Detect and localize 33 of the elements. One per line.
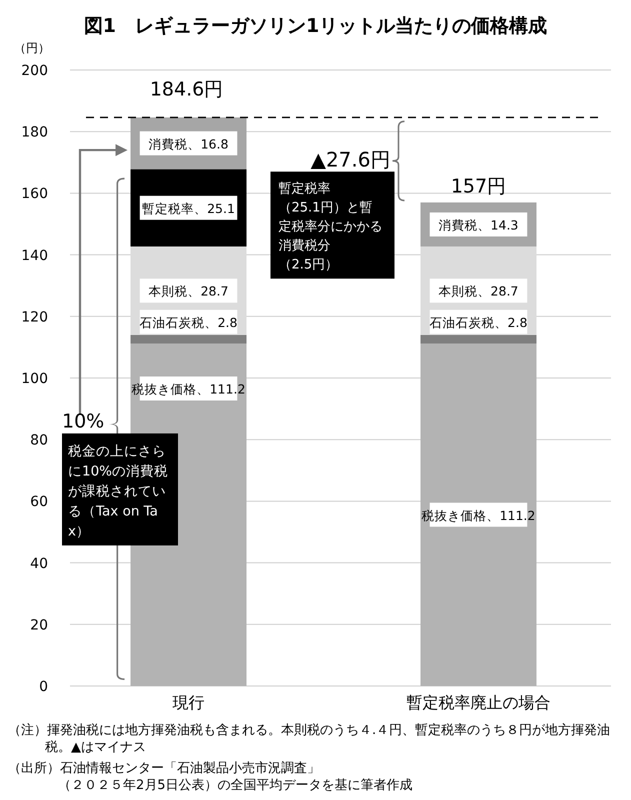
data-label: 消費税、16.8 (148, 136, 228, 152)
annotation: 暫定税率（25.1円）と暫定税率分にかかる消費税分（2.5円） (278, 180, 382, 273)
y-tick-label: 200 (21, 63, 48, 79)
data-label: 暫定税率、25.1 (142, 200, 235, 216)
y-tick-label: 80 (30, 432, 48, 449)
annotation: ▲27.6円 (310, 147, 390, 172)
y-tick-label: 20 (30, 617, 48, 634)
x-tick-label: 現行 (172, 693, 205, 712)
y-tick-label: 60 (30, 494, 48, 510)
total-label: 157円 (450, 175, 506, 198)
data-label: 本則税、28.7 (438, 284, 518, 299)
total-label: 184.6円 (150, 78, 224, 100)
data-label: 本則税、28.7 (148, 284, 228, 299)
y-tick-label: 180 (21, 124, 48, 141)
y-tick-label: 40 (30, 556, 48, 572)
data-label: 税抜き価格、111.2 (132, 382, 246, 397)
chart-title: 図1 レギュラーガソリン1リットル当たりの価格構成 (84, 15, 548, 37)
bar (420, 344, 536, 686)
y-tick-label: 100 (21, 371, 48, 387)
text: （出所）石油情報センター「石油製品小売市況調査」（２０２５年2月5日公表）の全国平均データを基に筆者作成 (8, 761, 413, 793)
x-tick-label: 暫定税率廃止の場合 (406, 693, 550, 712)
y-tick-label: 120 (21, 309, 48, 326)
annotation: 10% (62, 410, 104, 432)
data-label: 石油石炭税、2.8 (430, 314, 528, 330)
y-axis-title: （円） (14, 41, 50, 55)
y-tick-label: 140 (21, 248, 48, 264)
text: （注）揮発油税には地方揮発油税も含まれる。本則税のうち４.４円、暫定税率のうち８円が地方揮発油税。▲はマイナス (8, 722, 610, 755)
data-label: 税抜き価格、111.2 (422, 508, 536, 523)
y-tick-label: 160 (21, 186, 48, 202)
y-tick-label: 0 (39, 679, 48, 695)
data-label: 石油石炭税、2.8 (140, 314, 238, 330)
annotation: 税金の上にさらに10%の消費税が課税されている（Tax on Tax） (68, 443, 168, 540)
data-label: 消費税、14.3 (438, 217, 518, 232)
